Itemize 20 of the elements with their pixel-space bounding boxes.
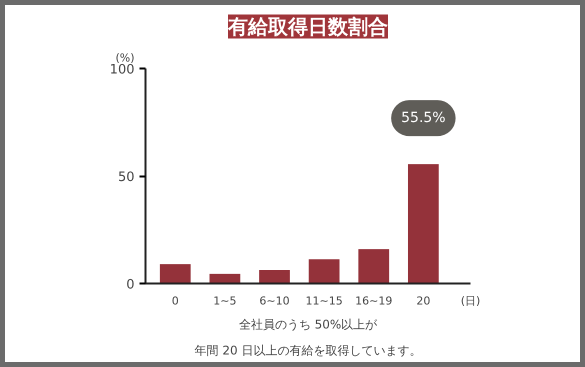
x-tick-label: 1~5 <box>213 294 236 308</box>
bar <box>358 249 390 284</box>
y-axis-title: (%) <box>116 52 135 64</box>
bar <box>308 259 340 284</box>
data-label: 55.5% <box>401 110 446 126</box>
x-tick-label: 0 <box>172 294 179 308</box>
y-tick-label: 50 <box>118 170 135 185</box>
chart-title: 有給取得日数割合 <box>227 14 388 38</box>
bar <box>408 164 439 284</box>
text: 年間 20 日以上の有給を取得しています。 <box>194 344 422 358</box>
bar <box>160 264 191 284</box>
y-tick-label: 0 <box>126 278 135 292</box>
bar <box>259 270 290 284</box>
x-tick-label: 16~19 <box>355 294 392 308</box>
x-tick-label: 6~10 <box>259 294 290 308</box>
y-tick-label: 100 <box>110 62 135 78</box>
text: 全社員のうち 50%以上が <box>238 318 378 332</box>
x-tick-label: 20 <box>416 294 430 308</box>
x-axis-title: (日) <box>460 294 480 308</box>
x-tick-label: 11~15 <box>306 294 343 308</box>
